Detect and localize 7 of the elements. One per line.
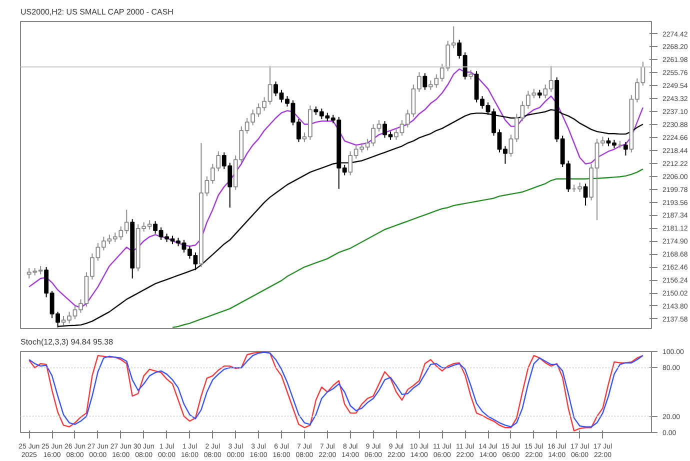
- candlestick: [623, 141, 628, 156]
- candlestick: [468, 70, 474, 80]
- candlestick: [583, 183, 588, 206]
- candlestick: [422, 72, 428, 90]
- chart-title: Stoch(12,3,3) 94.84 95.38: [20, 338, 114, 346]
- line-series: [172, 168, 644, 328]
- chart-title: US2000,H2: US SMALL CAP 2000 - CASH: [20, 8, 174, 16]
